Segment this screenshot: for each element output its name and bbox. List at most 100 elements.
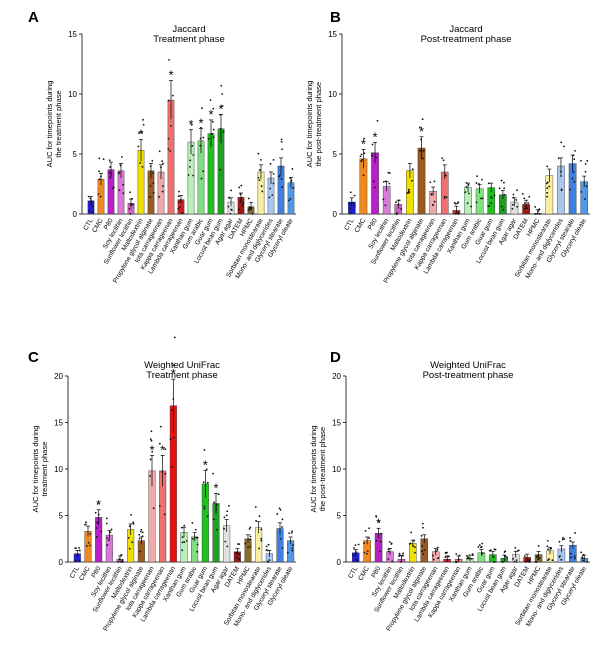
data-point (98, 170, 100, 173)
data-point (257, 176, 260, 179)
data-point (359, 155, 362, 158)
data-point (387, 548, 390, 551)
data-point (269, 162, 272, 165)
data-point (177, 207, 180, 210)
y-tick-label: 10 (332, 465, 341, 474)
data-point (419, 126, 421, 129)
data-point (292, 187, 295, 189)
data-point (501, 561, 504, 563)
data-point (260, 539, 263, 542)
data-point (512, 557, 515, 560)
data-point (167, 137, 170, 140)
data-point (561, 538, 564, 541)
data-point (102, 158, 105, 161)
y-axis-label: AUC for timepoints during (31, 426, 40, 513)
data-point (498, 187, 501, 190)
data-point (129, 203, 132, 206)
significance-star: * (419, 124, 424, 139)
data-point (445, 196, 448, 199)
data-point (453, 201, 456, 204)
data-point (410, 531, 413, 534)
data-point (128, 547, 131, 550)
data-point (560, 175, 562, 177)
data-point (191, 144, 194, 147)
data-point (436, 549, 439, 551)
data-point (98, 178, 101, 181)
data-point (241, 204, 244, 206)
data-point (164, 448, 167, 450)
data-point (281, 526, 283, 528)
data-point (138, 132, 140, 134)
data-point (95, 527, 98, 529)
data-point (395, 201, 397, 204)
data-point (180, 526, 183, 529)
data-point (470, 205, 473, 208)
data-point (569, 188, 572, 191)
y-axis-label: the post-treatment phase (314, 82, 323, 166)
data-point (286, 551, 289, 554)
data-point (187, 174, 190, 176)
data-point (364, 529, 367, 532)
data-point (100, 175, 102, 178)
data-point (190, 123, 193, 126)
data-point (481, 178, 483, 181)
data-point (445, 552, 447, 554)
data-point (149, 438, 152, 441)
data-point (503, 551, 506, 554)
data-point (538, 208, 541, 211)
data-point (177, 201, 180, 204)
data-point (196, 550, 198, 553)
panel-letter: D (330, 349, 341, 366)
data-point (162, 162, 164, 165)
data-point (254, 506, 257, 508)
data-point (181, 536, 184, 538)
data-point (378, 550, 381, 553)
data-point (559, 555, 561, 557)
data-point (454, 203, 457, 205)
data-point (512, 196, 515, 199)
significance-star: * (198, 115, 203, 130)
data-point (573, 158, 576, 160)
data-point (78, 559, 81, 562)
data-point (203, 507, 206, 510)
data-point (195, 536, 197, 539)
data-point (74, 560, 77, 563)
data-point (408, 542, 411, 545)
data-point (493, 548, 496, 551)
chart-title: Post-treatment phase (423, 370, 514, 381)
data-point (129, 191, 131, 194)
data-point (423, 549, 426, 552)
data-point (140, 131, 143, 134)
data-point (516, 550, 519, 552)
data-point (219, 168, 222, 171)
data-point (189, 159, 192, 162)
data-point (97, 513, 100, 516)
data-point (447, 555, 450, 558)
data-point (131, 541, 134, 544)
data-point (158, 442, 161, 445)
significance-star: * (373, 129, 378, 144)
data-point (433, 200, 436, 203)
data-point (149, 458, 152, 461)
data-point (260, 185, 263, 187)
data-point (158, 195, 160, 198)
significance-star: * (208, 107, 213, 122)
data-point (272, 182, 275, 185)
data-point (191, 521, 194, 524)
data-point (422, 157, 424, 160)
data-point (420, 150, 423, 152)
significance-star: * (188, 117, 193, 132)
data-point (571, 177, 574, 180)
data-point (545, 182, 548, 185)
data-point (562, 145, 565, 148)
data-point (265, 545, 268, 548)
data-point (238, 186, 241, 189)
data-point (167, 148, 170, 150)
data-point (363, 152, 366, 155)
data-point (203, 505, 206, 508)
data-point (528, 559, 531, 562)
data-point (161, 190, 164, 193)
data-point (355, 558, 358, 561)
data-point (388, 182, 391, 185)
data-point (289, 197, 292, 200)
